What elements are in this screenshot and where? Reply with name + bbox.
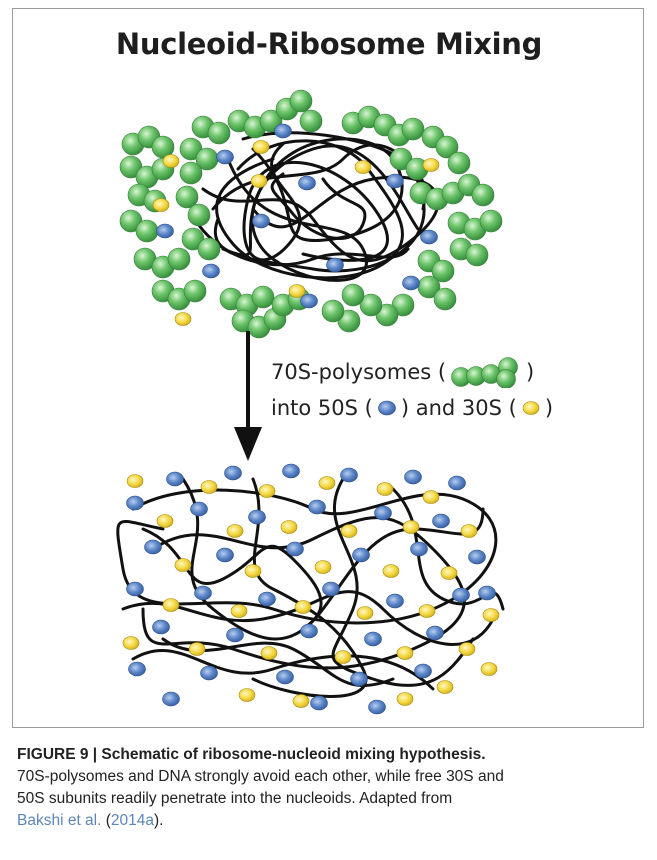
- transition-legend: 70S-polysomes ( ) into 50S ( ) and 30S (…: [271, 354, 553, 426]
- figure-illustration: [116, 89, 505, 715]
- figure-title: Nucleoid-Ribosome Mixing: [115, 27, 543, 61]
- caption-text-line-2: 50S subunits readily penetrate into the …: [17, 790, 453, 807]
- subunit-30s-icon: [522, 401, 540, 415]
- polysome-clusters: [119, 89, 503, 339]
- legend-line-subunits: into 50S ( ) and 30S ( ): [271, 390, 553, 426]
- free-subunits-bottom: [122, 463, 500, 715]
- citation-open: (: [101, 812, 111, 829]
- caption-title: FIGURE 9 | Schematic of ribosome-nucleoi…: [17, 746, 486, 763]
- subunit-50s-icon: [378, 400, 396, 416]
- legend-50s-prefix: into 50S (: [271, 396, 373, 420]
- legend-30s-suffix: ): [544, 396, 554, 420]
- legend-line-polysomes: 70S-polysomes ( ): [271, 354, 553, 390]
- caption-text-line-1: 70S-polysomes and DNA strongly avoid eac…: [17, 768, 504, 785]
- citation-year-link[interactable]: 2014a: [110, 812, 155, 829]
- legend-30s-prefix: ) and 30S (: [400, 396, 517, 420]
- legend-polysomes-prefix: 70S-polysomes (: [271, 360, 447, 384]
- legend-polysomes-suffix: ): [526, 360, 535, 384]
- polysome-cluster-icon: [451, 357, 518, 388]
- figure-caption: FIGURE 9 | Schematic of ribosome-nucleoi…: [17, 744, 642, 832]
- citation-close: ).: [154, 812, 164, 829]
- figure-panel: Nucleoid-Ribosome Mixing: [12, 8, 644, 728]
- caption-citation: Bakshi et al. (2014a).: [17, 810, 642, 832]
- citation-author-link[interactable]: Bakshi et al.: [17, 812, 102, 829]
- free-subunits-top: [152, 123, 440, 326]
- transition-arrow: [234, 331, 262, 461]
